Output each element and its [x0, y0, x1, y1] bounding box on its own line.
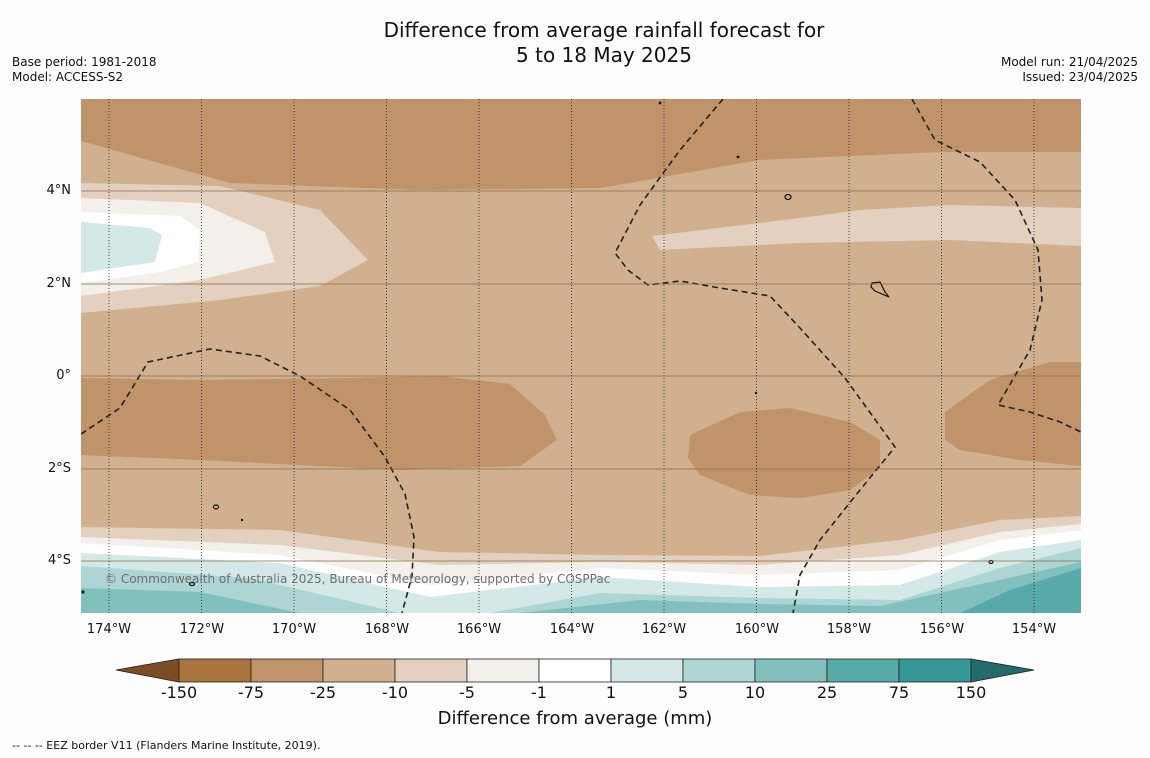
band-north-dry — [81, 99, 1081, 190]
issued-date: Issued: 23/04/2025 — [1022, 70, 1138, 84]
base-period: Base period: 1981-2018 — [12, 55, 157, 69]
y-tick-label: 4°S — [47, 553, 71, 568]
map-plot — [81, 99, 1081, 613]
x-tick-label: 164°W — [549, 622, 595, 637]
x-tick-label: 174°W — [86, 622, 132, 637]
x-tick-label: 168°W — [364, 622, 410, 637]
x-tick-label: 170°W — [271, 622, 317, 637]
islands — [81, 101, 994, 594]
band-south-wet-75 — [960, 568, 1081, 613]
x-tick-label: 162°W — [641, 622, 687, 637]
y-tick-label: 2°S — [47, 461, 71, 476]
colorbar-tick-label: 1 — [605, 683, 617, 702]
colorbar-tick-label: 150 — [955, 683, 987, 702]
band-east-moderate — [652, 205, 1081, 250]
colorbar-segment — [610, 658, 684, 683]
colorbar-segment — [754, 658, 828, 683]
colorbar — [115, 658, 1035, 683]
x-tick-label: 156°W — [919, 622, 965, 637]
colorbar-segment — [538, 658, 612, 683]
colorbar-tick-label: -10 — [381, 683, 409, 702]
model-run: Model run: 21/04/2025 — [1000, 55, 1138, 69]
colorbar-tick-label: 5 — [677, 683, 689, 702]
colorbar-tick-label: -75 — [237, 683, 265, 702]
colorbar-extend-low — [115, 658, 180, 683]
map-title: Difference from average rainfall forecas… — [0, 18, 1150, 68]
eez-borders — [81, 99, 1081, 613]
colorbar-label: Difference from average (mm) — [437, 708, 713, 729]
eez-footnote: -- -- -- EEZ border V11 (Flanders Marine… — [12, 739, 321, 752]
x-tick-label: 166°W — [456, 622, 502, 637]
colorbar-segment — [250, 658, 324, 683]
title-line-1: Difference from average rainfall forecas… — [383, 18, 825, 42]
copyright-notice: © Commonwealth of Australia 2025, Bureau… — [105, 572, 611, 586]
colorbar-segment — [898, 658, 972, 683]
colorbar-tick-label: -150 — [160, 683, 198, 702]
band-west-wet — [81, 222, 162, 273]
colorbar-tick-label: 25 — [816, 683, 838, 702]
colorbar-segment — [394, 658, 468, 683]
dry-patch-west — [81, 376, 557, 470]
colorbar-segment — [466, 658, 540, 683]
colorbar-extend-high — [970, 658, 1035, 683]
left-metadata: Base period: 1981-2018 Model: ACCESS-S2 — [12, 55, 157, 85]
title-line-2: 5 to 18 May 2025 — [516, 43, 692, 67]
x-tick-label: 160°W — [734, 622, 780, 637]
x-tick-label: 158°W — [826, 622, 872, 637]
colorbar-segment — [682, 658, 756, 683]
y-tick-label: 0° — [56, 368, 71, 383]
colorbar-segment — [178, 658, 252, 683]
colorbar-segment — [322, 658, 396, 683]
band-south-wet — [81, 540, 1081, 613]
colorbar-segment — [826, 658, 900, 683]
dry-patch-central — [688, 408, 880, 498]
dry-patch-east — [945, 362, 1081, 466]
right-metadata: Model run: 21/04/2025 Issued: 23/04/2025 — [1001, 55, 1138, 85]
y-tick-label: 4°N — [46, 183, 72, 198]
colorbar-tick-label: 75 — [888, 683, 910, 702]
colorbar-tick-label: -5 — [459, 683, 475, 702]
x-tick-label: 154°W — [1011, 622, 1057, 637]
x-tick-label: 172°W — [179, 622, 225, 637]
colorbar-tick-label: 10 — [744, 683, 766, 702]
model-name: Model: ACCESS-S2 — [12, 70, 124, 84]
latitude-gridlines — [81, 190, 1081, 562]
colorbar-tick-label: -25 — [309, 683, 337, 702]
colorbar-tick-label: -1 — [531, 683, 547, 702]
y-tick-label: 2°N — [46, 276, 72, 291]
